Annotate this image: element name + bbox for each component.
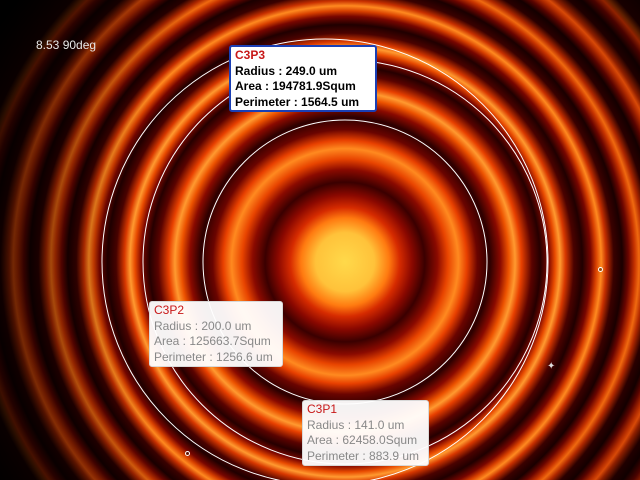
measurement-label-c3p2[interactable]: C3P2 Radius : 200.0 um Area : 125663.7Sq… bbox=[149, 301, 283, 367]
label-radius: Radius : 249.0 um bbox=[235, 63, 338, 78]
label-perimeter: Perimeter : 883.9 um bbox=[307, 448, 420, 463]
label-area: Area : 62458.0Squm bbox=[307, 433, 418, 447]
circle-overlay-c3p3[interactable] bbox=[101, 38, 549, 480]
label-radius: Radius : 141.0 um bbox=[307, 417, 405, 432]
label-area: Area : 125663.7Squm bbox=[154, 334, 271, 348]
measurement-label-c3p3[interactable]: C3P3 Radius : 249.0 um Area : 194781.9Sq… bbox=[229, 45, 377, 112]
label-title: C3P2 bbox=[154, 303, 185, 317]
view-status-readout: 8.53 90deg bbox=[36, 38, 97, 52]
label-perimeter: Perimeter : 1564.5 um bbox=[235, 94, 360, 109]
crosshair-marker-icon: ✦ bbox=[547, 361, 556, 372]
label-perimeter: Perimeter : 1256.6 um bbox=[154, 349, 273, 364]
label-title: C3P1 bbox=[307, 402, 338, 416]
circle-handle-right[interactable] bbox=[598, 267, 603, 272]
circle-handle-bottom-left[interactable] bbox=[185, 451, 190, 456]
label-radius: Radius : 200.0 um bbox=[154, 318, 252, 333]
label-area: Area : 194781.9Squm bbox=[235, 79, 356, 93]
measurement-label-c3p1[interactable]: C3P1 Radius : 141.0 um Area : 62458.0Squ… bbox=[302, 400, 429, 466]
label-title: C3P3 bbox=[235, 48, 266, 62]
